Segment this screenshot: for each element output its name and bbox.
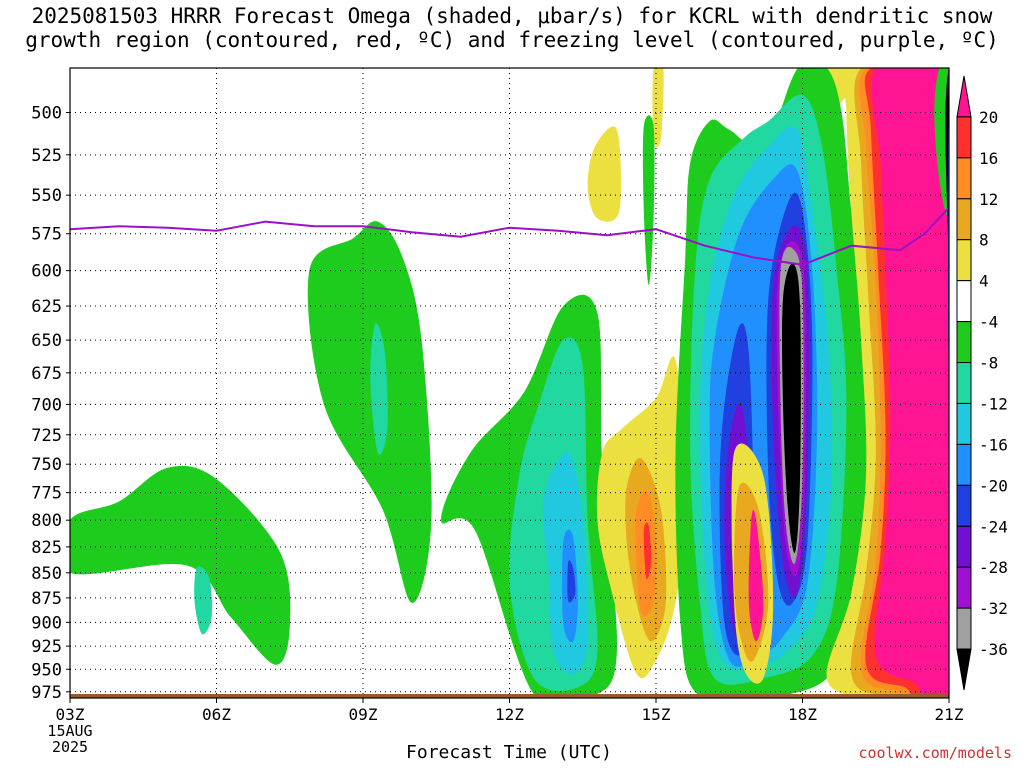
y-tick-label: 700 bbox=[31, 395, 62, 415]
y-tick-label: 975 bbox=[31, 683, 62, 703]
colorbar-label: -24 bbox=[979, 517, 1008, 536]
colorbar-label: 8 bbox=[979, 231, 989, 250]
y-tick-label: 750 bbox=[31, 455, 62, 475]
y-tick-label: 800 bbox=[31, 511, 62, 531]
omega-region-10 bbox=[652, 68, 664, 147]
colorbar-box-9 bbox=[956, 443, 972, 486]
y-tick-label: 725 bbox=[31, 426, 62, 446]
x-tick-label: 09Z bbox=[349, 705, 378, 724]
y-tick-label: 825 bbox=[31, 538, 62, 558]
x-date-label: 2025 bbox=[52, 738, 88, 756]
colorbar-box-7 bbox=[956, 362, 972, 404]
colorbar-top-arrow bbox=[956, 75, 972, 118]
y-tick-label: 775 bbox=[31, 484, 62, 504]
omega-region-3 bbox=[370, 323, 388, 455]
colorbar-box-1 bbox=[956, 116, 972, 159]
y-tick-label: 650 bbox=[31, 331, 62, 351]
colorbar-label: -8 bbox=[979, 354, 998, 373]
y-tick-label: 525 bbox=[31, 146, 62, 166]
colorbar-box-3 bbox=[956, 198, 972, 241]
omega-region-2 bbox=[307, 221, 432, 603]
colorbar-label: 4 bbox=[979, 272, 989, 291]
chart-title: 2025081503 HRRR Forecast Omega (shaded, … bbox=[25, 4, 999, 52]
colorbar-box-2 bbox=[956, 157, 972, 200]
omega-region-1 bbox=[194, 566, 213, 635]
x-date-label: 15AUG bbox=[47, 722, 92, 740]
colorbar-box-12 bbox=[956, 566, 972, 609]
colorbar-label: -32 bbox=[979, 599, 1008, 618]
watermark: coolwx.com/models bbox=[858, 744, 1012, 762]
x-tick-label: 12Z bbox=[495, 705, 524, 724]
y-tick-label: 575 bbox=[31, 225, 62, 245]
colorbar-label: -36 bbox=[979, 640, 1008, 659]
omega-region-37 bbox=[871, 68, 949, 698]
colorbar-box-11 bbox=[956, 525, 972, 568]
omega-region-38 bbox=[934, 68, 949, 217]
omega-region-0 bbox=[70, 465, 291, 665]
y-tick-label: 900 bbox=[31, 613, 62, 633]
colorbar-bottom-arrow bbox=[956, 648, 972, 691]
omega-region-11 bbox=[642, 115, 655, 286]
x-tick-label: 21Z bbox=[935, 705, 964, 724]
colorbar-box-4 bbox=[956, 239, 972, 282]
colorbar-box-5 bbox=[956, 280, 972, 323]
colorbar-box-13 bbox=[956, 607, 972, 650]
y-tick-label: 950 bbox=[31, 660, 62, 680]
x-tick-label: 15Z bbox=[642, 705, 671, 724]
colorbar-label: -4 bbox=[979, 313, 998, 332]
omega-region-29 bbox=[782, 263, 801, 553]
y-tick-label: 600 bbox=[31, 262, 62, 282]
x-tick-label: 06Z bbox=[202, 705, 231, 724]
colorbar-label: -12 bbox=[979, 394, 1008, 413]
omega-region-15 bbox=[643, 522, 652, 580]
x-tick-label: 03Z bbox=[56, 705, 85, 724]
y-tick-label: 625 bbox=[31, 297, 62, 317]
colorbar-label: 16 bbox=[979, 149, 998, 168]
y-tick-label: 550 bbox=[31, 186, 62, 206]
surface-band bbox=[70, 694, 949, 698]
colorbar-label: -20 bbox=[979, 476, 1008, 495]
colorbar-box-6 bbox=[956, 321, 972, 364]
omega-region-32 bbox=[748, 509, 764, 642]
y-tick-label: 500 bbox=[31, 103, 62, 123]
x-tick-label: 18Z bbox=[788, 705, 817, 724]
omega-region-8 bbox=[567, 560, 576, 603]
y-tick-label: 675 bbox=[31, 364, 62, 384]
omega-region-9 bbox=[587, 126, 622, 222]
colorbar-box-10 bbox=[956, 484, 972, 527]
colorbar-label: 12 bbox=[979, 190, 998, 209]
y-tick-label: 850 bbox=[31, 564, 62, 584]
x-axis-label: Forecast Time (UTC) bbox=[406, 742, 612, 763]
colorbar-label: -16 bbox=[979, 435, 1008, 454]
colorbar-label: 20 bbox=[979, 108, 998, 127]
freezing-level-line bbox=[70, 207, 949, 266]
y-tick-label: 925 bbox=[31, 637, 62, 657]
colorbar-label: -28 bbox=[979, 558, 1008, 577]
freezing-level-label: 0 bbox=[798, 258, 806, 274]
y-tick-label: 875 bbox=[31, 589, 62, 609]
colorbar-box-8 bbox=[956, 402, 972, 445]
